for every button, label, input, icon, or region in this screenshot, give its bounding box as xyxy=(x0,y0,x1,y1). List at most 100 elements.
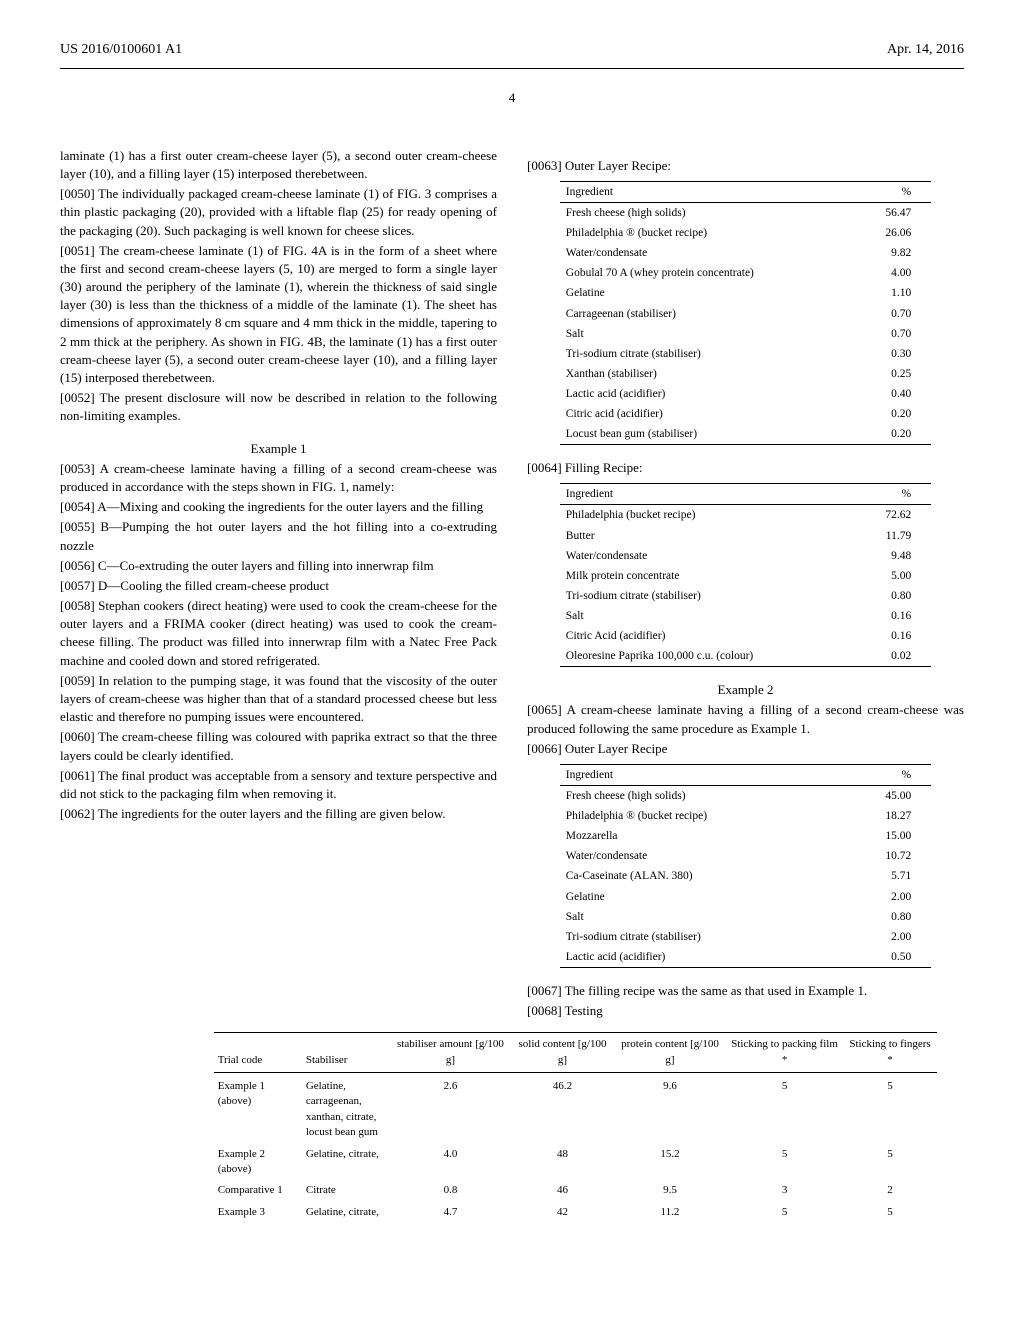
filling-recipe-table: Ingredient % Philadelphia (bucket recipe… xyxy=(560,483,931,667)
para-57: [0057] D—Cooling the filled cream-cheese… xyxy=(60,577,497,595)
table2-body: Philadelphia (bucket recipe)72.62Butter1… xyxy=(560,505,931,667)
th-stick-fingers: Sticking to fingers * xyxy=(843,1033,937,1073)
table-cell: 5.00 xyxy=(855,566,932,586)
page-header: US 2016/0100601 A1 Apr. 14, 2016 xyxy=(60,40,964,60)
table-cell: Tri-sodium citrate (stabiliser) xyxy=(560,344,855,364)
table-cell: Salt xyxy=(560,606,855,626)
table-cell: Citric Acid (acidifier) xyxy=(560,626,855,646)
table-cell: Gelatine, citrate, xyxy=(302,1202,390,1223)
table-cell: Gelatine, carrageenan, xanthan, citrate,… xyxy=(302,1073,390,1144)
table-cell: 10.72 xyxy=(837,846,931,866)
table-cell: 4.0 xyxy=(390,1144,511,1181)
outer-layer-recipe-table-2: Ingredient % Fresh cheese (high solids)4… xyxy=(560,764,931,968)
table-cell: 46 xyxy=(511,1180,614,1201)
table-cell: 2.6 xyxy=(390,1073,511,1144)
testing-body: Example 1 (above)Gelatine, carrageenan, … xyxy=(214,1073,937,1224)
para-49-cont: laminate (1) has a first outer cream-che… xyxy=(60,147,497,183)
table-cell: Mozzarella xyxy=(560,826,838,846)
th-percent: % xyxy=(855,181,931,202)
table-row: Tri-sodium citrate (stabiliser)0.30 xyxy=(560,344,931,364)
para-64: [0064] Filling Recipe: xyxy=(527,459,964,477)
para-67: [0067] The filling recipe was the same a… xyxy=(527,982,964,1000)
table-cell: 0.50 xyxy=(837,947,931,968)
table-row: Example 3Gelatine, citrate,4.74211.255 xyxy=(214,1202,937,1223)
table-cell: 56.47 xyxy=(855,203,931,224)
table-row: Gelatine1.10 xyxy=(560,283,931,303)
table-cell: Example 1 (above) xyxy=(214,1073,302,1144)
para-52: [0052] The present disclosure will now b… xyxy=(60,389,497,425)
table-cell: Water/condensate xyxy=(560,546,855,566)
table-cell: 9.82 xyxy=(855,243,931,263)
table-row: Lactic acid (acidifier)0.40 xyxy=(560,384,931,404)
table-cell: Citrate xyxy=(302,1180,390,1201)
table-row: Tri-sodium citrate (stabiliser)2.00 xyxy=(560,927,931,947)
para-65: [0065] A cream-cheese laminate having a … xyxy=(527,701,964,737)
para-60: [0060] The cream-cheese filling was colo… xyxy=(60,728,497,764)
table-cell: Example 3 xyxy=(214,1202,302,1223)
table-cell: Philadelphia (bucket recipe) xyxy=(560,505,855,526)
table-cell: 11.2 xyxy=(614,1202,726,1223)
para-61: [0061] The final product was acceptable … xyxy=(60,767,497,803)
table-row: Water/condensate10.72 xyxy=(560,846,931,866)
para-56: [0056] C—Co-extruding the outer layers a… xyxy=(60,557,497,575)
table-cell: 9.5 xyxy=(614,1180,726,1201)
table-cell: 2 xyxy=(843,1180,937,1201)
table-cell: Water/condensate xyxy=(560,243,855,263)
table-row: Fresh cheese (high solids)56.47 xyxy=(560,203,931,224)
example-1-heading: Example 1 xyxy=(60,440,497,458)
table-cell: 9.6 xyxy=(614,1073,726,1144)
table-cell: Philadelphia ® (bucket recipe) xyxy=(560,806,838,826)
header-rule xyxy=(60,68,964,69)
table-row: Mozzarella15.00 xyxy=(560,826,931,846)
para-59: [0059] In relation to the pumping stage,… xyxy=(60,672,497,727)
page-number: 4 xyxy=(60,89,964,107)
th-stabiliser: Stabiliser xyxy=(302,1033,390,1073)
table-cell: 0.80 xyxy=(855,586,932,606)
table-row: Gobulal 70 A (whey protein concentrate)4… xyxy=(560,263,931,283)
table-cell: 11.79 xyxy=(855,526,932,546)
th-percent: % xyxy=(837,764,931,785)
table-cell: Comparative 1 xyxy=(214,1180,302,1201)
pub-number: US 2016/0100601 A1 xyxy=(60,40,182,60)
table-cell: Water/condensate xyxy=(560,846,838,866)
table-cell: 5 xyxy=(843,1073,937,1144)
table-cell: 4.7 xyxy=(390,1202,511,1223)
testing-table: Trial code Stabiliser stabiliser amount … xyxy=(214,1032,937,1223)
table-cell: 2.00 xyxy=(837,927,931,947)
left-column: laminate (1) has a first outer cream-che… xyxy=(60,147,497,1023)
table-cell: 4.00 xyxy=(855,263,931,283)
th-trial: Trial code xyxy=(214,1033,302,1073)
table-cell: Example 2 (above) xyxy=(214,1144,302,1181)
table-cell: 5 xyxy=(843,1144,937,1181)
table-row: Gelatine2.00 xyxy=(560,887,931,907)
testing-table-container: Trial code Stabiliser stabiliser amount … xyxy=(214,1032,937,1223)
th-amount: stabiliser amount [g/100 g] xyxy=(390,1033,511,1073)
right-column: [0063] Outer Layer Recipe: Ingredient % … xyxy=(527,147,964,1023)
table-cell: Lactic acid (acidifier) xyxy=(560,384,855,404)
table-row: Tri-sodium citrate (stabiliser)0.80 xyxy=(560,586,931,606)
table-cell: 48 xyxy=(511,1144,614,1181)
table-row: Example 2 (above)Gelatine, citrate,4.048… xyxy=(214,1144,937,1181)
th-percent: % xyxy=(855,484,932,505)
pub-date: Apr. 14, 2016 xyxy=(887,40,964,60)
table-cell: Gelatine xyxy=(560,283,855,303)
table-cell: 18.27 xyxy=(837,806,931,826)
table-cell: 45.00 xyxy=(837,786,931,807)
table-row: Ca-Caseinate (ALAN. 380)5.71 xyxy=(560,866,931,886)
table3-body: Fresh cheese (high solids)45.00Philadelp… xyxy=(560,786,931,968)
para-63: [0063] Outer Layer Recipe: xyxy=(527,157,964,175)
table1-body: Fresh cheese (high solids)56.47Philadelp… xyxy=(560,203,931,445)
table-cell: 3 xyxy=(726,1180,843,1201)
table-cell: 5 xyxy=(843,1202,937,1223)
table-cell: Xanthan (stabiliser) xyxy=(560,364,855,384)
th-stick-film: Sticking to packing film * xyxy=(726,1033,843,1073)
table-cell: Fresh cheese (high solids) xyxy=(560,786,838,807)
table-cell: Carrageenan (stabiliser) xyxy=(560,304,855,324)
th-ingredient: Ingredient xyxy=(560,181,855,202)
table-cell: 0.25 xyxy=(855,364,931,384)
table-cell: 0.20 xyxy=(855,404,931,424)
table-cell: 0.80 xyxy=(837,907,931,927)
table-cell: Lactic acid (acidifier) xyxy=(560,947,838,968)
table-cell: Butter xyxy=(560,526,855,546)
table-cell: Oleoresine Paprika 100,000 c.u. (colour) xyxy=(560,646,855,667)
